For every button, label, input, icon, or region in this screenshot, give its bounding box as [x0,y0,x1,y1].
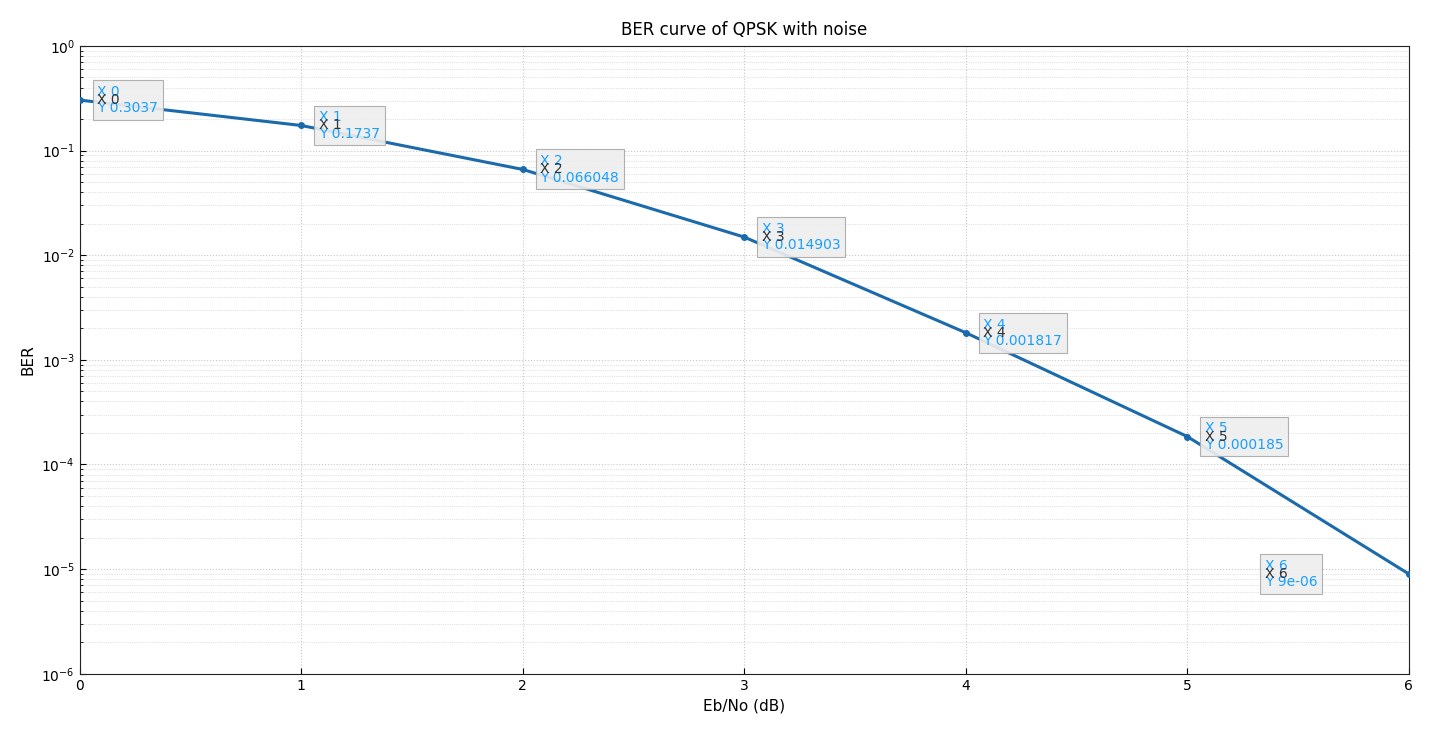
Text: X 2: X 2 [541,162,564,176]
Text: X 4: X 4 [984,326,1007,340]
Text: X 0
Y 0.3037: X 0 Y 0.3037 [98,85,158,115]
Text: X 1
Y 0.1737: X 1 Y 0.1737 [318,110,380,141]
Text: X 2
Y 0.066048: X 2 Y 0.066048 [541,154,619,184]
Text: X 3: X 3 [761,230,784,244]
Text: X 5: X 5 [1205,429,1228,443]
Text: X 4
Y 0.001817: X 4 Y 0.001817 [984,318,1063,348]
Text: X 5
Y 0.000185: X 5 Y 0.000185 [1205,421,1283,451]
X-axis label: Eb/No (dB): Eb/No (dB) [703,698,786,713]
Text: X 3
Y 0.014903: X 3 Y 0.014903 [761,222,840,252]
Text: X 1: X 1 [318,118,341,133]
Title: BER curve of QPSK with noise: BER curve of QPSK with noise [621,21,868,39]
Text: X 0: X 0 [98,93,120,107]
Y-axis label: BER: BER [22,344,36,375]
Text: X 6
Y 9e-06: X 6 Y 9e-06 [1265,559,1318,589]
Text: X 6: X 6 [1265,567,1288,581]
